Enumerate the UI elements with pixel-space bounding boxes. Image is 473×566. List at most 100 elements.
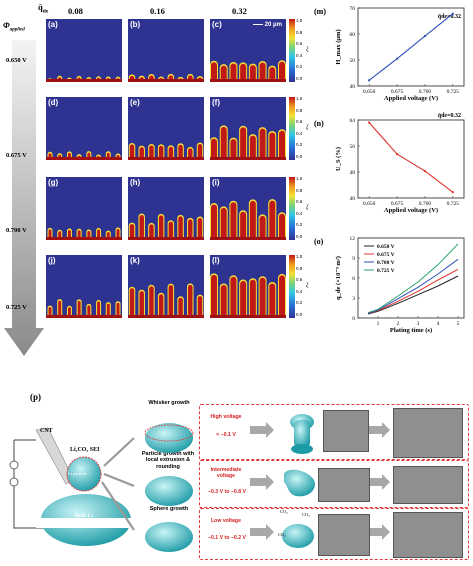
dendrite-core	[129, 224, 135, 240]
dendrite-core	[168, 221, 174, 240]
li-particle-label: Li particle	[68, 471, 87, 476]
micrograph-high-1	[323, 410, 369, 452]
dendrite-core	[211, 204, 217, 240]
dendrite-field	[46, 75, 122, 82]
y-axis-label: H_max (μm)	[335, 29, 342, 64]
panel-label: (d)	[48, 98, 59, 107]
series-line	[368, 122, 454, 193]
phase-field-panel: (b)	[128, 19, 204, 82]
x-tick-label: 0.650	[363, 89, 376, 95]
colorbar-tick: 0.8	[296, 29, 303, 35]
panel-label: (b)	[130, 20, 141, 29]
colorbar-tick: 0.2	[296, 222, 303, 228]
schematic-shapes	[250, 414, 390, 548]
legend-label: 0.725 V	[377, 268, 395, 274]
y-tick-label: 56	[350, 144, 356, 150]
colorbar-tick: 0.2	[296, 300, 303, 306]
dendrite-field	[46, 151, 122, 160]
electrode-base	[210, 79, 286, 82]
colorbar-symbol: ξ	[306, 125, 309, 131]
low-voltage-label: Low voltage	[211, 518, 241, 524]
colorbar-tick: 1.0	[296, 96, 303, 101]
particle-growth-label: Particle growth with local extrusion & r…	[141, 451, 195, 470]
chart-frame	[357, 7, 465, 87]
data-point	[423, 35, 426, 38]
series-line	[367, 275, 459, 315]
panel-label: (i)	[212, 178, 220, 187]
colorbar-tick: 0.4	[296, 130, 303, 136]
colorbar-tick: 1.0	[296, 254, 303, 259]
colorbar-tick: 0.2	[296, 64, 303, 70]
panel-label: (l)	[212, 256, 220, 265]
y-tick-label: 70	[350, 6, 356, 12]
chart-frame	[357, 237, 465, 319]
dendrite-core	[279, 275, 285, 318]
colorbar	[289, 19, 295, 82]
panel-label: (e)	[130, 98, 140, 107]
dendrite-core	[211, 62, 217, 82]
y-tick-label: 50	[350, 58, 356, 64]
row-label-4: 0.725 V	[6, 304, 27, 311]
dendrite-core	[230, 276, 237, 318]
electrode-base	[210, 157, 286, 160]
y-tick-label: 6	[352, 276, 355, 282]
low-voltage-range: −0.1 V to −0.2 V	[207, 535, 247, 541]
intermediate-voltage-label: Intermediate voltage	[210, 467, 242, 480]
dendrite-core	[220, 207, 227, 240]
phi-header: Φapplied	[3, 20, 25, 33]
dendrite-core	[269, 132, 276, 160]
row-label-1: 0.650 V	[6, 57, 27, 64]
colorbar	[289, 177, 295, 240]
dendrite-core	[178, 216, 183, 240]
dendrite-core	[259, 62, 266, 82]
growth-spheres	[144, 423, 194, 552]
chart-panel-label: (m)	[314, 7, 326, 16]
colorbar-tick: 0.4	[296, 52, 303, 58]
dendrite-core	[240, 63, 247, 82]
phase-field-panel: (h)	[128, 177, 204, 240]
cnt-label: CNT	[40, 428, 53, 434]
colorbar-tick: 0.8	[296, 265, 303, 271]
electrode-base	[46, 237, 122, 240]
panel-label: (g)	[48, 178, 59, 187]
series-line	[367, 268, 459, 314]
series-line	[367, 243, 459, 314]
y-tick-label: 12	[350, 236, 356, 242]
colorbar-symbol: ξ	[306, 205, 309, 211]
colorbar-tick: 0.6	[296, 199, 303, 205]
dendrite-core	[240, 280, 247, 318]
y-axis-label: U_S (%)	[335, 147, 342, 171]
micrograph-inter-1	[318, 468, 370, 502]
bulk-li-label: Bulk Li	[75, 513, 93, 519]
co2-label-2: CO₂	[302, 512, 310, 517]
x-tick-label: 1	[377, 321, 380, 327]
dendrite-core	[197, 296, 203, 318]
co2-label-3: CO₂	[278, 532, 286, 537]
legend-label: 0.700 V	[377, 260, 395, 266]
dendrite-core	[158, 145, 164, 160]
x-axis-label: Plating time (s)	[390, 327, 432, 334]
dendrite-core	[259, 277, 266, 318]
data-point	[451, 191, 454, 194]
y-tick-label: 40	[350, 84, 356, 90]
y-tick-label: 3	[352, 296, 355, 302]
dendrite-core	[58, 300, 62, 318]
dendrite-core	[168, 285, 174, 318]
dendrite-core	[197, 144, 203, 160]
electrode-base	[210, 237, 286, 240]
colorbar-symbol: ξ	[306, 283, 309, 289]
dendrite-field	[210, 60, 286, 82]
dendrite-field	[46, 227, 122, 240]
dendrite-core	[168, 146, 174, 160]
electrode-base	[46, 315, 122, 318]
intermediate-voltage-range: −0.3 V to −0.8 V	[207, 489, 247, 495]
chart-annotation: q̄de=0.32	[438, 113, 461, 119]
panel-label: (h)	[130, 178, 141, 187]
phase-field-panel: (c) 20 μm	[210, 19, 286, 82]
co2-label-1: CO₂	[280, 509, 288, 514]
dendrite-core	[211, 274, 217, 318]
dendrite-core	[139, 215, 144, 240]
y-axis-label: q_de (×10⁻⁹ m²)	[335, 256, 342, 300]
series-line	[367, 258, 459, 314]
intermediate-voltage-box	[199, 460, 469, 508]
